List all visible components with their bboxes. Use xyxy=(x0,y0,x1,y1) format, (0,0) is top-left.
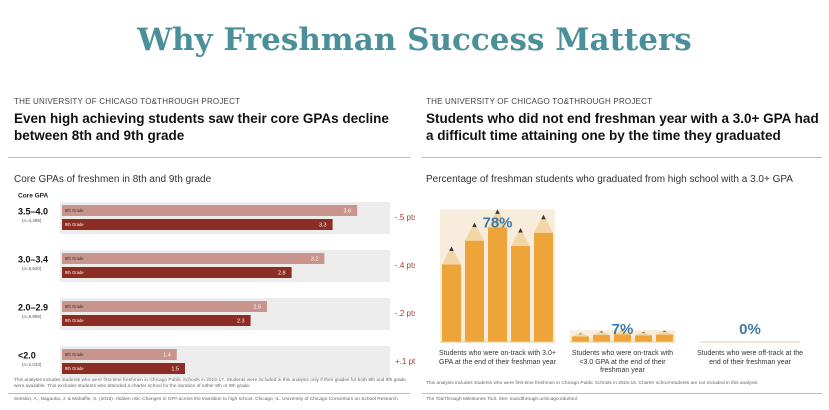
value-label: 3.3 xyxy=(319,222,327,228)
pencil-body xyxy=(635,335,652,342)
pencil-body xyxy=(572,336,589,342)
value-label: 78% xyxy=(482,214,512,231)
divider xyxy=(8,393,410,394)
value-label: 3.6 xyxy=(344,208,352,214)
divider xyxy=(8,157,410,158)
pictograph-chart: 78% 7% 0% xyxy=(425,190,825,348)
value-label: 2.5 xyxy=(253,304,261,310)
category-note: (n=4,495) xyxy=(22,218,42,223)
bar-chart: Core GPA 3.5–4.0 (n=4,495) 8th Grade 3.6 9th … xyxy=(0,190,415,378)
pencil-body xyxy=(442,265,461,342)
series-label: 9th Grade xyxy=(65,222,84,227)
category-label: Students who were on-track with <3.0 GPA… xyxy=(565,350,680,376)
page-title: Why Freshman Success Matters xyxy=(0,22,829,58)
series-label: 8th Grade xyxy=(65,208,84,213)
pencil-body xyxy=(593,335,610,342)
category-note: (n=9,896) xyxy=(22,314,42,319)
series-label: 8th Grade xyxy=(65,352,84,357)
category-note: (n=5,620) xyxy=(22,266,42,271)
annotation: +.1 pts xyxy=(395,357,415,366)
chart-title: Percentage of freshman students who grad… xyxy=(426,174,793,185)
pencil-body xyxy=(534,233,553,342)
category-label: <2.0 xyxy=(18,350,36,360)
category-label: 3.5–4.0 xyxy=(18,206,48,216)
divider xyxy=(422,157,822,158)
series-label: 9th Grade xyxy=(65,270,84,275)
group-header: Core GPA xyxy=(18,193,49,200)
footnote: This analysis includes students who were… xyxy=(426,381,821,387)
pencil-body xyxy=(511,246,530,342)
category-label: 3.0–3.4 xyxy=(18,254,48,264)
category-label: 2.0–2.9 xyxy=(18,302,48,312)
page: Why Freshman Success Matters THE UNIVERS… xyxy=(0,0,829,410)
source: Seeskin, A., Nagaoka, J. & Mahaffie, S. … xyxy=(14,397,414,403)
bar xyxy=(62,315,251,326)
category-label: Students who were off-track at the end o… xyxy=(695,350,805,367)
bar xyxy=(62,253,324,264)
category-label: Students who were on-track with 3.0+ GPA… xyxy=(435,350,560,367)
annotation: -.4 pts xyxy=(395,261,415,270)
bar xyxy=(62,205,357,216)
kicker: THE UNIVERSITY OF CHICAGO TO&THROUGH PRO… xyxy=(14,97,240,106)
value-label: 1.5 xyxy=(171,366,179,372)
bar xyxy=(62,301,267,312)
annotation: -.2 pts xyxy=(395,309,415,318)
pencil-body xyxy=(465,241,484,342)
bar xyxy=(62,219,333,230)
source: The To&Through Milestones Tool. See: toa… xyxy=(426,397,821,403)
kicker: THE UNIVERSITY OF CHICAGO TO&THROUGH PRO… xyxy=(426,97,652,106)
heading: Even high achieving students saw their c… xyxy=(14,110,404,144)
category-note: (n=2,033) xyxy=(22,362,42,367)
pencil-body xyxy=(656,335,673,342)
series-label: 9th Grade xyxy=(65,366,84,371)
series-label: 8th Grade xyxy=(65,304,84,309)
heading: Students who did not end freshman year w… xyxy=(426,110,821,144)
value-label: 2.3 xyxy=(237,318,245,324)
footnote: This analysis includes students who were… xyxy=(14,378,414,390)
chart-title: Core GPAs of freshmen in 8th and 9th gra… xyxy=(14,174,211,185)
annotation: -.5 pts xyxy=(395,213,415,222)
value-label: 2.8 xyxy=(278,270,286,276)
value-label: 3.2 xyxy=(311,256,319,262)
divider xyxy=(422,393,822,394)
series-label: 8th Grade xyxy=(65,256,84,261)
value-label: 0% xyxy=(739,321,761,338)
value-label: 7% xyxy=(612,321,634,338)
pencil-body xyxy=(488,227,507,342)
series-label: 9th Grade xyxy=(65,318,84,323)
value-label: 1.4 xyxy=(163,352,171,358)
bar xyxy=(62,267,292,278)
